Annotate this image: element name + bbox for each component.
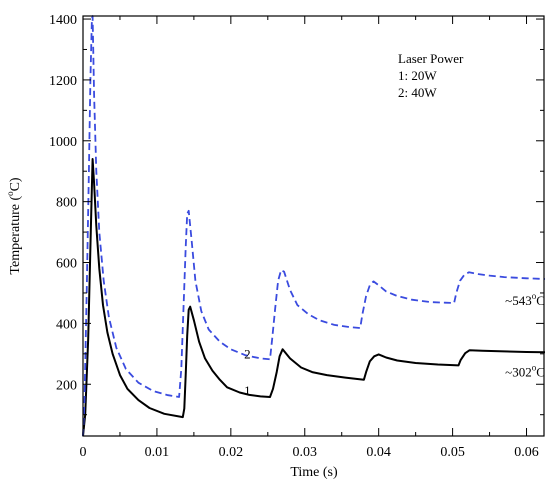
annotation-value: ~543 [505, 293, 532, 308]
legend-entry-40w: 2: 40W [398, 85, 437, 100]
y-tick-label: 1400 [49, 13, 77, 28]
annotation-layer: 12~543oC~302oC [244, 291, 545, 398]
y-tick-label: 400 [56, 317, 77, 332]
x-tick-label: 0.03 [293, 445, 318, 460]
x-axis-label: Time (s) [290, 465, 338, 480]
annotation-unit: C [536, 365, 545, 380]
x-tick-label: 0.06 [514, 445, 539, 460]
curve-label-1: 1 [244, 383, 251, 398]
x-tick-label: 0.05 [440, 445, 465, 460]
legend-entry-20w: 1: 20W [398, 68, 437, 83]
steady-state-annotation: ~543oC [505, 291, 545, 308]
labels-layer: Time (s) Temperature (oC) Laser Power 1:… [5, 13, 539, 480]
legend: Laser Power 1: 20W 2: 40W [398, 51, 464, 100]
series-layer [82, 15, 545, 437]
x-tick-label: 0.04 [366, 445, 391, 460]
ticks-layer [82, 16, 544, 436]
y-axis-label-suffix: C) [8, 177, 23, 191]
y-tick-label: 800 [56, 196, 77, 211]
y-axis-label-prefix: Temperature ( [8, 196, 23, 275]
y-tick-label: 1000 [49, 135, 77, 150]
annotation-degree: o [532, 291, 537, 301]
y-tick-label: 600 [56, 257, 77, 272]
axes-layer [82, 15, 545, 437]
y-axis-label: Temperature (oC) [5, 177, 23, 275]
series-line-1 [82, 158, 545, 437]
annotation-unit: C [536, 293, 545, 308]
y-tick-label: 200 [56, 378, 77, 393]
x-tick-label: 0.02 [219, 445, 244, 460]
legend-title: Laser Power [398, 51, 464, 66]
x-tick-label: 0.01 [145, 445, 170, 460]
series-line-2 [82, 15, 545, 437]
x-tick-label: 0 [80, 445, 87, 460]
curve-label-2: 2 [244, 346, 251, 361]
annotation-degree: o [532, 363, 537, 373]
plot-frame [82, 15, 545, 437]
annotation-value: ~302 [505, 365, 532, 380]
y-tick-label: 1200 [49, 74, 77, 89]
steady-state-annotation: ~302oC [505, 363, 545, 380]
y-axis-label-sup: o [5, 191, 15, 196]
